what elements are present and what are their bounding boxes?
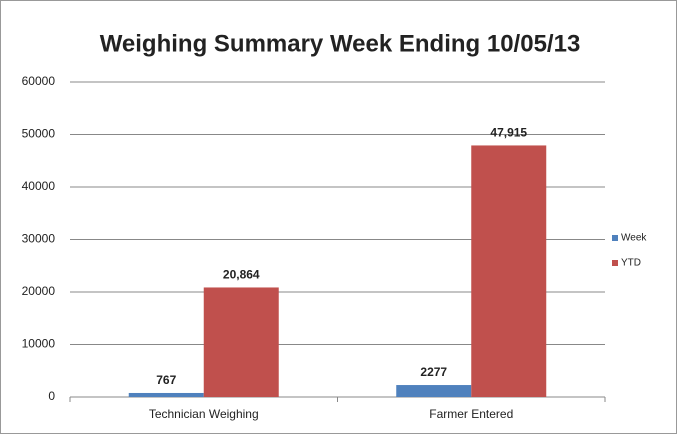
data-label: 47,915 [490,126,527,140]
y-tick-label: 0 [48,389,55,403]
y-tick-label: 60000 [22,74,56,88]
legend-swatch [612,260,618,266]
chart-title: Weighing Summary Week Ending 10/05/13 [100,30,581,57]
legend-label: YTD [621,258,641,269]
y-tick-label: 10000 [22,337,56,351]
x-tick-label: Technician Weighing [149,407,259,421]
bar [128,392,204,397]
x-tick-label: Farmer Entered [429,407,513,421]
y-tick-label: 30000 [22,232,56,246]
legend-swatch [612,235,618,241]
y-tick-label: 40000 [22,179,56,193]
bar [203,287,279,397]
y-tick-label: 20000 [22,284,56,298]
legend-label: Week [621,233,647,244]
data-label: 767 [156,373,176,387]
y-tick-label: 50000 [22,127,56,141]
data-label: 2277 [420,365,447,379]
data-label: 20,864 [223,268,260,282]
bar [396,385,472,397]
bar [471,145,547,397]
